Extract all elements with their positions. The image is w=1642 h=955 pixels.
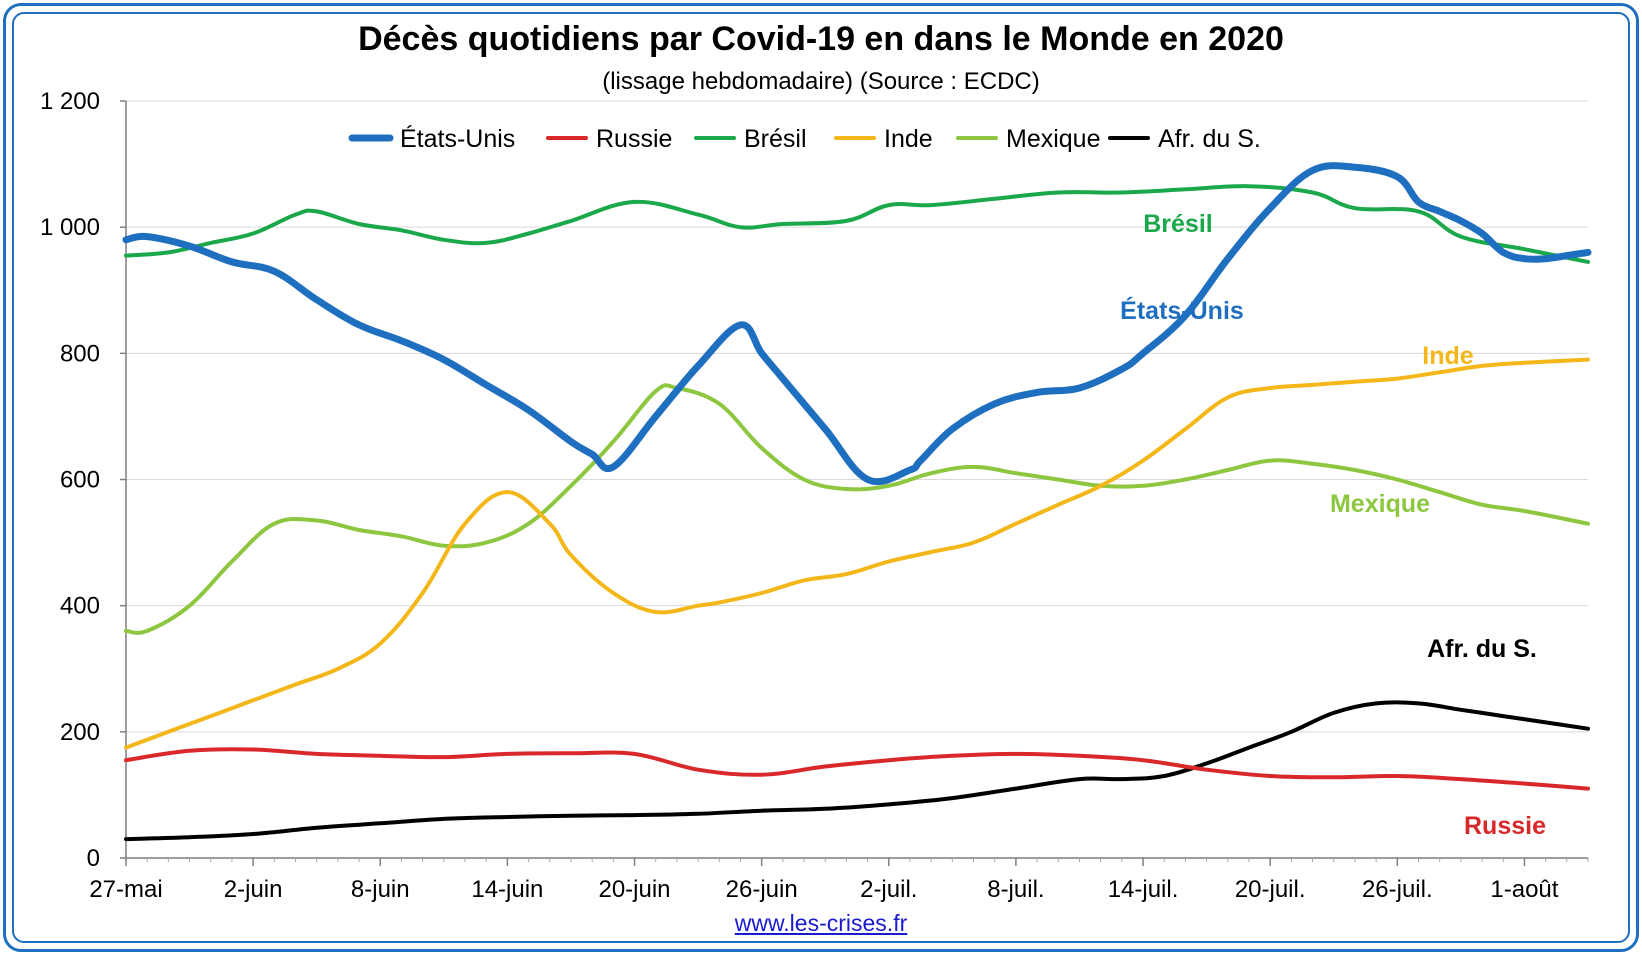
series-label-russie: Russie xyxy=(1464,812,1546,840)
series-label-mexique: Mexique xyxy=(1330,490,1430,518)
series-line-afr-du-s xyxy=(124,700,1590,842)
legend-label-inde: Inde xyxy=(884,125,933,153)
series-line-etats-unis xyxy=(122,162,1592,486)
x-tick-label: 26-juin xyxy=(726,876,798,903)
chart-inner-border xyxy=(12,12,1630,943)
y-tick-label: 200 xyxy=(60,719,100,746)
x-tick-label: 20-juil. xyxy=(1235,876,1306,903)
series-label-afr-du-s: Afr. du S. xyxy=(1427,635,1537,663)
legend-label-mexique: Mexique xyxy=(1006,125,1101,153)
chart-title: Décès quotidiens par Covid-19 en dans le… xyxy=(358,20,1284,58)
series-label-inde: Inde xyxy=(1422,342,1473,370)
x-tick-label: 2-juil. xyxy=(860,876,917,903)
series-line-inde xyxy=(124,357,1590,750)
series-label-etats-unis: États-Unis xyxy=(1120,296,1244,325)
x-tick-label: 27-mai xyxy=(89,876,162,903)
series-labels: États-Unis Russie Brésil Inde Mexique Afr. du… xyxy=(1120,210,1546,840)
legend-label-afr-du-s: Afr. du S. xyxy=(1158,125,1261,153)
y-tick-label: 0 xyxy=(87,845,100,872)
series-line-bresil xyxy=(124,184,1590,264)
y-tick-label: 1 200 xyxy=(40,88,100,115)
x-tick-label: 14-juil. xyxy=(1108,876,1179,903)
x-tick-label: 8-juin xyxy=(351,876,410,903)
chart-subtitle: (lissage hebdomadaire) (Source : ECDC) xyxy=(602,68,1040,95)
y-tick-label: 400 xyxy=(60,593,100,620)
x-tick-label: 8-juil. xyxy=(987,876,1044,903)
x-tick-label: 1-août xyxy=(1490,876,1558,903)
legend-label-bresil: Brésil xyxy=(744,125,807,153)
series-line-mexique xyxy=(124,383,1590,635)
legend: États-Unis Russie Brésil Inde Mexique Afr. du… xyxy=(348,124,1261,153)
y-tick-label: 1 000 xyxy=(40,214,100,241)
x-tick-label: 2-juin xyxy=(224,876,283,903)
x-tick-label: 26-juil. xyxy=(1362,876,1433,903)
x-tick-label: 20-juin xyxy=(598,876,670,903)
chart-frame xyxy=(3,3,1639,952)
source-link[interactable]: www.les-crises.fr xyxy=(734,910,908,936)
x-tick-label: 14-juin xyxy=(471,876,543,903)
axes: 0 200 400 600 800 1 000 1 200 27-mai 2-juin 8-jui… xyxy=(40,88,1589,903)
series-line-russie xyxy=(124,747,1590,791)
legend-label-russie: Russie xyxy=(596,125,672,153)
legend-label-etats-unis: États-Unis xyxy=(400,124,515,153)
y-tick-label: 800 xyxy=(60,340,100,367)
series-label-bresil: Brésil xyxy=(1143,210,1212,238)
grid-lines xyxy=(126,100,1588,733)
y-tick-label: 600 xyxy=(60,467,100,494)
series-lines xyxy=(122,162,1592,842)
